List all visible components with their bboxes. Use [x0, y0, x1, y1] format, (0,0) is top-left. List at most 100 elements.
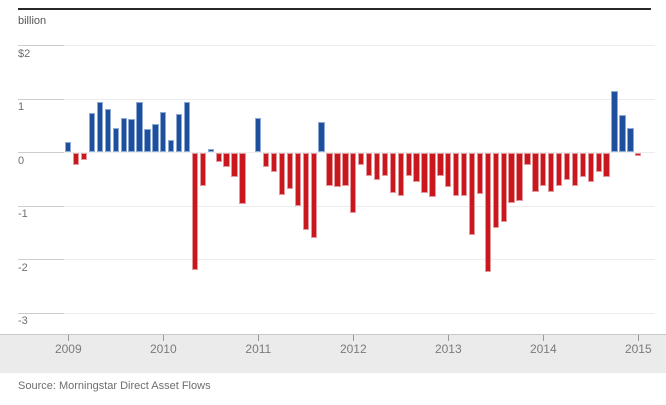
y-axis-label: 1 [18, 101, 25, 113]
bar-2011-11 [334, 152, 341, 188]
unit-label: billion [18, 15, 47, 27]
y-axis-label: -2 [18, 261, 28, 274]
x-axis-year-label: 2014 [529, 342, 557, 356]
bar-2013-02 [453, 152, 460, 196]
top-rule [18, 8, 651, 10]
bar-2011-06 [294, 152, 302, 206]
bar-2011-08 [310, 152, 317, 239]
bar-2009-06 [104, 108, 112, 153]
bar-2009-09 [128, 119, 135, 153]
bar-2013-01 [445, 152, 452, 188]
bar-2012-08 [405, 152, 412, 176]
bar-2010-08 [215, 152, 222, 162]
bar-2009-04 [88, 113, 96, 153]
gridline [18, 98, 655, 100]
y-axis-tick-mark [18, 45, 64, 46]
bar-2012-09 [413, 152, 420, 183]
bar-2012-11 [429, 152, 436, 198]
bar-2011-07 [302, 152, 309, 230]
bar-2013-03 [460, 152, 468, 196]
bar-2013-12 [532, 152, 539, 192]
bar-2013-09 [508, 152, 515, 204]
y-axis-tick-mark [18, 312, 64, 314]
bar-2011-03 [270, 152, 278, 172]
bar-2009-12 [152, 123, 159, 153]
bar-2009-11 [144, 129, 151, 153]
gridline [18, 312, 655, 314]
bar-2010-03 [175, 113, 183, 153]
gridline [18, 205, 655, 207]
gridline [18, 45, 655, 46]
bar-2009-08 [120, 118, 127, 153]
bar-2013-11 [524, 152, 531, 165]
x-axis-tick [258, 335, 260, 341]
bar-2009-05 [96, 101, 104, 153]
bar-2014-04 [563, 152, 571, 181]
bar-2012-12 [437, 152, 444, 176]
y-axis-tick-mark [18, 205, 64, 207]
y-axis-label: -3 [18, 315, 28, 327]
bar-2012-01 [350, 152, 357, 214]
x-axis-band: 2009 2010 2011 2012 2013 2014 2015 [0, 334, 666, 373]
x-axis-year-label: 2012 [339, 342, 367, 356]
bar-2010-04 [183, 101, 191, 153]
bar-2011-10 [326, 152, 333, 186]
bar-2012-04 [373, 152, 381, 181]
x-axis-tick [448, 335, 450, 341]
bar-2011-02 [263, 152, 270, 167]
bar-2011-05 [286, 152, 294, 190]
bar-2013-08 [500, 152, 507, 223]
bar-2013-07 [492, 152, 499, 228]
bar-2011-12 [342, 152, 349, 187]
x-axis-tick [543, 335, 545, 341]
source-note: Source: Morningstar Direct Asset Flows [18, 380, 211, 392]
y-axis-label: 0 [18, 154, 25, 167]
bar-2011-04 [278, 152, 286, 196]
x-axis-year-label: 2010 [149, 342, 177, 356]
bar-2009-10 [136, 101, 143, 153]
bar-2013-05 [476, 152, 484, 195]
bar-2014-03 [555, 152, 563, 186]
bar-2012-07 [397, 152, 404, 196]
bar-2014-11 [619, 115, 626, 153]
x-axis-year-label: 2015 [624, 342, 652, 356]
x-axis-year-label: 2013 [434, 342, 462, 356]
bar-2014-12 [627, 127, 634, 153]
x-axis-tick [163, 335, 165, 341]
y-axis-label: -1 [18, 208, 28, 220]
bar-2014-01 [540, 152, 547, 186]
bar-2014-02 [548, 152, 555, 192]
y-axis-tick-mark [18, 259, 64, 260]
bar-2011-01 [255, 118, 262, 153]
gridline [18, 259, 655, 260]
bar-2010-02 [168, 140, 175, 153]
x-axis-tick [353, 335, 355, 341]
bar-2013-04 [468, 152, 476, 236]
x-axis-tick [68, 335, 70, 341]
bar-2010-05 [191, 152, 199, 271]
bar-2010-01 [160, 111, 167, 153]
bar-2014-09 [603, 152, 610, 178]
bar-2010-11 [239, 152, 246, 205]
bar-2009-03 [80, 152, 88, 160]
x-axis-year-label: 2009 [54, 342, 82, 356]
bar-2013-06 [484, 152, 492, 272]
bar-2011-09 [318, 122, 325, 153]
bar-2012-06 [389, 152, 397, 194]
bar-2010-09 [223, 152, 230, 168]
bar-2010-10 [231, 152, 238, 177]
bar-2013-10 [516, 152, 523, 202]
x-axis-year-label: 2011 [245, 342, 272, 356]
bar-2012-02 [358, 152, 365, 165]
bar-2012-10 [421, 152, 428, 194]
bar-2012-05 [381, 152, 389, 176]
bar-2009-07 [112, 127, 119, 153]
bar-2010-07 [207, 149, 214, 153]
bar-2015-01 [635, 152, 642, 156]
x-axis-tick [638, 335, 640, 341]
bar-2014-10 [611, 90, 618, 153]
y-axis-tick-mark [18, 152, 64, 153]
bar-2014-06 [579, 152, 587, 178]
bar-2009-02 [73, 152, 80, 165]
